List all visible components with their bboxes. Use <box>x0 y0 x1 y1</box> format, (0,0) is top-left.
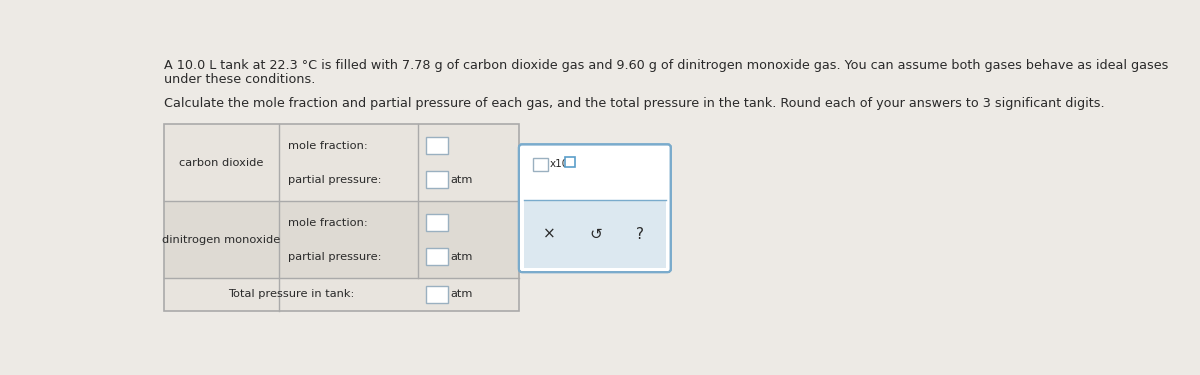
Text: dinitrogen monoxide: dinitrogen monoxide <box>162 235 281 245</box>
Text: mole fraction:: mole fraction: <box>288 218 367 228</box>
Text: ↺: ↺ <box>589 227 602 242</box>
Text: ?: ? <box>636 227 643 242</box>
Bar <box>164 201 518 278</box>
Text: Calculate the mole fraction and partial pressure of each gas, and the total pres: Calculate the mole fraction and partial … <box>164 98 1104 110</box>
Text: atm: atm <box>451 252 473 262</box>
FancyBboxPatch shape <box>523 200 666 267</box>
Bar <box>426 171 448 188</box>
Bar <box>426 214 448 231</box>
Bar <box>533 158 548 171</box>
Text: Total pressure in tank:: Total pressure in tank: <box>228 290 354 300</box>
Bar <box>164 124 518 201</box>
Bar <box>426 137 448 154</box>
Text: x10: x10 <box>550 159 569 170</box>
Text: partial pressure:: partial pressure: <box>288 175 382 185</box>
Text: atm: atm <box>451 175 473 185</box>
Text: ×: × <box>542 227 556 242</box>
Text: mole fraction:: mole fraction: <box>288 141 367 151</box>
Text: under these conditions.: under these conditions. <box>164 73 316 86</box>
Text: carbon dioxide: carbon dioxide <box>179 158 264 168</box>
FancyBboxPatch shape <box>518 144 671 272</box>
Text: A 10.0 L tank at 22.3 °C is filled with 7.78 g of carbon dioxide gas and 9.60 g : A 10.0 L tank at 22.3 °C is filled with … <box>164 59 1169 72</box>
Bar <box>426 286 448 303</box>
Text: partial pressure:: partial pressure: <box>288 252 382 262</box>
Bar <box>426 248 448 265</box>
Bar <box>164 124 518 310</box>
Bar <box>565 157 576 166</box>
Text: atm: atm <box>451 290 473 300</box>
Bar <box>164 278 518 310</box>
